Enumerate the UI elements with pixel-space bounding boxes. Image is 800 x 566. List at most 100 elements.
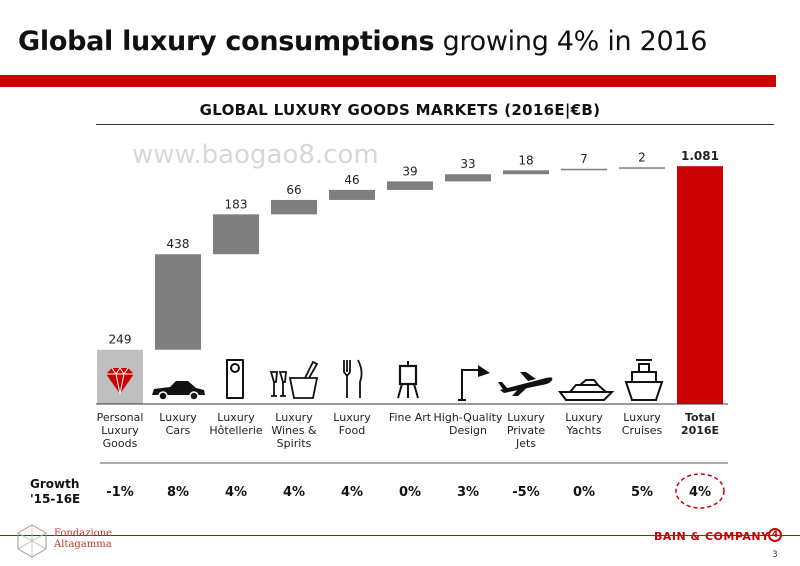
watermark: www.baogao8.com bbox=[132, 140, 379, 170]
category-label-line: Food bbox=[339, 424, 365, 437]
bar-total bbox=[677, 166, 723, 404]
value-label-10: 1.081 bbox=[681, 149, 719, 163]
category-label-line: Goods bbox=[103, 437, 138, 450]
category-label-line: Hôtellerie bbox=[209, 424, 263, 437]
category-label-line: Fine Art bbox=[389, 411, 432, 424]
title-red-band bbox=[0, 75, 776, 87]
growth-label-9: 5% bbox=[631, 485, 653, 500]
category-label-line: Cars bbox=[166, 424, 191, 437]
category-label-line: Luxury bbox=[333, 411, 371, 424]
category-label-9: Luxury Cruises bbox=[622, 411, 663, 437]
airplane-icon bbox=[498, 372, 553, 396]
category-label-line: Luxury bbox=[217, 411, 255, 424]
value-label-3: 66 bbox=[286, 183, 301, 197]
category-label-line: Luxury bbox=[159, 411, 197, 424]
value-label-0: 249 bbox=[109, 333, 132, 347]
bar-8 bbox=[561, 168, 607, 171]
value-label-9: 2 bbox=[638, 150, 646, 164]
bar-5 bbox=[387, 181, 433, 190]
easel-icon bbox=[397, 361, 419, 399]
growth-title: Growth '15-16E bbox=[30, 477, 80, 507]
category-label-line: Cruises bbox=[622, 424, 663, 437]
growth-label-5: 0% bbox=[399, 485, 421, 500]
bar-4 bbox=[329, 189, 375, 200]
bar-1 bbox=[155, 254, 201, 350]
altagamma-logo-text: Fondazione Altagamma bbox=[54, 528, 112, 550]
category-label-4: Luxury Food bbox=[333, 411, 371, 437]
bar-7 bbox=[503, 170, 549, 175]
desk-lamp-icon bbox=[458, 365, 490, 401]
slide-title: Global luxury consumptions growing 4% in… bbox=[18, 26, 707, 57]
altagamma-line-1: Fondazione bbox=[54, 528, 113, 539]
bars-group bbox=[97, 166, 723, 404]
growth-label-4: 4% bbox=[341, 485, 363, 500]
altagamma-line-2: Altagamma bbox=[54, 539, 112, 550]
category-label-line: Spirits bbox=[277, 437, 312, 450]
growth-title-text: Growth '15-16E bbox=[30, 477, 81, 506]
yacht-icon bbox=[558, 379, 615, 401]
category-label-line: Luxury bbox=[101, 424, 139, 437]
value-label-1: 438 bbox=[167, 237, 190, 251]
slide-title-bold: Global luxury consumptions bbox=[18, 26, 435, 57]
value-label-5: 39 bbox=[402, 164, 417, 178]
icons-group bbox=[106, 359, 664, 401]
category-label-line: Yachts bbox=[565, 424, 601, 437]
value-label-4: 46 bbox=[344, 173, 359, 187]
category-label-line: Jets bbox=[515, 437, 536, 450]
growth-label-0: -1% bbox=[106, 485, 133, 500]
bar-3 bbox=[271, 199, 317, 215]
category-label-line: Total bbox=[685, 411, 715, 424]
growth-labels-group: -1% 8% 4% 4% 4% 0% 3% -5% 0% 5% 4% bbox=[106, 485, 711, 500]
bar-2 bbox=[213, 214, 259, 255]
total-growth-highlight bbox=[675, 473, 725, 509]
wine-glasses-icon bbox=[269, 360, 319, 399]
category-label-2: Luxury Hôtellerie bbox=[209, 411, 263, 437]
chart-heading: GLOBAL LUXURY GOODS MARKETS (2016E|€B) bbox=[199, 101, 601, 119]
category-label-3: Luxury Wines & Spirits bbox=[271, 411, 317, 450]
growth-label-6: 3% bbox=[457, 485, 479, 500]
value-labels-group: 249 438 183 66 46 39 33 18 7 2 1.081 bbox=[109, 149, 719, 347]
category-label-1: Luxury Cars bbox=[159, 411, 197, 437]
category-label-line: Luxury bbox=[565, 411, 603, 424]
growth-label-2: 4% bbox=[225, 485, 247, 500]
fork-knife-icon bbox=[343, 359, 363, 398]
footer-rule bbox=[0, 535, 800, 536]
category-label-line: High-Quality bbox=[434, 411, 503, 424]
cruise-ship-icon bbox=[624, 359, 664, 401]
growth-label-8: 0% bbox=[573, 485, 595, 500]
category-label-6: High-Quality Design bbox=[434, 411, 503, 437]
value-label-6: 33 bbox=[460, 157, 475, 171]
heading-rule bbox=[96, 124, 774, 125]
category-label-line: Private bbox=[507, 424, 546, 437]
category-label-line: Luxury bbox=[507, 411, 545, 424]
bar-6 bbox=[445, 174, 491, 182]
diamond-icon bbox=[106, 367, 134, 395]
growth-label-1: 8% bbox=[167, 485, 189, 500]
category-label-line: Personal bbox=[97, 411, 144, 424]
category-label-line: Luxury bbox=[623, 411, 661, 424]
category-label-line: Design bbox=[449, 424, 487, 437]
value-label-8: 7 bbox=[580, 152, 588, 166]
car-icon bbox=[152, 381, 205, 401]
door-hanger-icon bbox=[226, 359, 244, 399]
value-label-7: 18 bbox=[518, 153, 533, 167]
category-label-line: 2016E bbox=[681, 424, 719, 437]
bar-9 bbox=[619, 167, 665, 169]
growth-label-7: -5% bbox=[512, 485, 539, 500]
category-label-10: Total 2016E bbox=[681, 411, 719, 437]
waterfall-chart: 249 438 183 66 46 39 33 18 7 2 1.081 bbox=[96, 149, 728, 509]
category-label-line: Luxury bbox=[275, 411, 313, 424]
page-number: 3 bbox=[772, 550, 778, 560]
growth-label-3: 4% bbox=[283, 485, 305, 500]
category-label-0: Personal Luxury Goods bbox=[97, 411, 144, 450]
category-label-line: Wines & bbox=[271, 424, 317, 437]
bain-logo: BAIN & COMPANY bbox=[654, 530, 770, 543]
value-label-2: 183 bbox=[225, 197, 248, 211]
growth-label-10: 4% bbox=[689, 485, 711, 500]
altagamma-logo-icon bbox=[17, 524, 47, 558]
category-label-8: Luxury Yachts bbox=[565, 411, 603, 437]
category-label-5: Fine Art bbox=[389, 411, 432, 424]
slide-title-rest: growing 4% in 2016 bbox=[434, 26, 708, 57]
bain-logo-icon: 4 bbox=[768, 528, 782, 542]
